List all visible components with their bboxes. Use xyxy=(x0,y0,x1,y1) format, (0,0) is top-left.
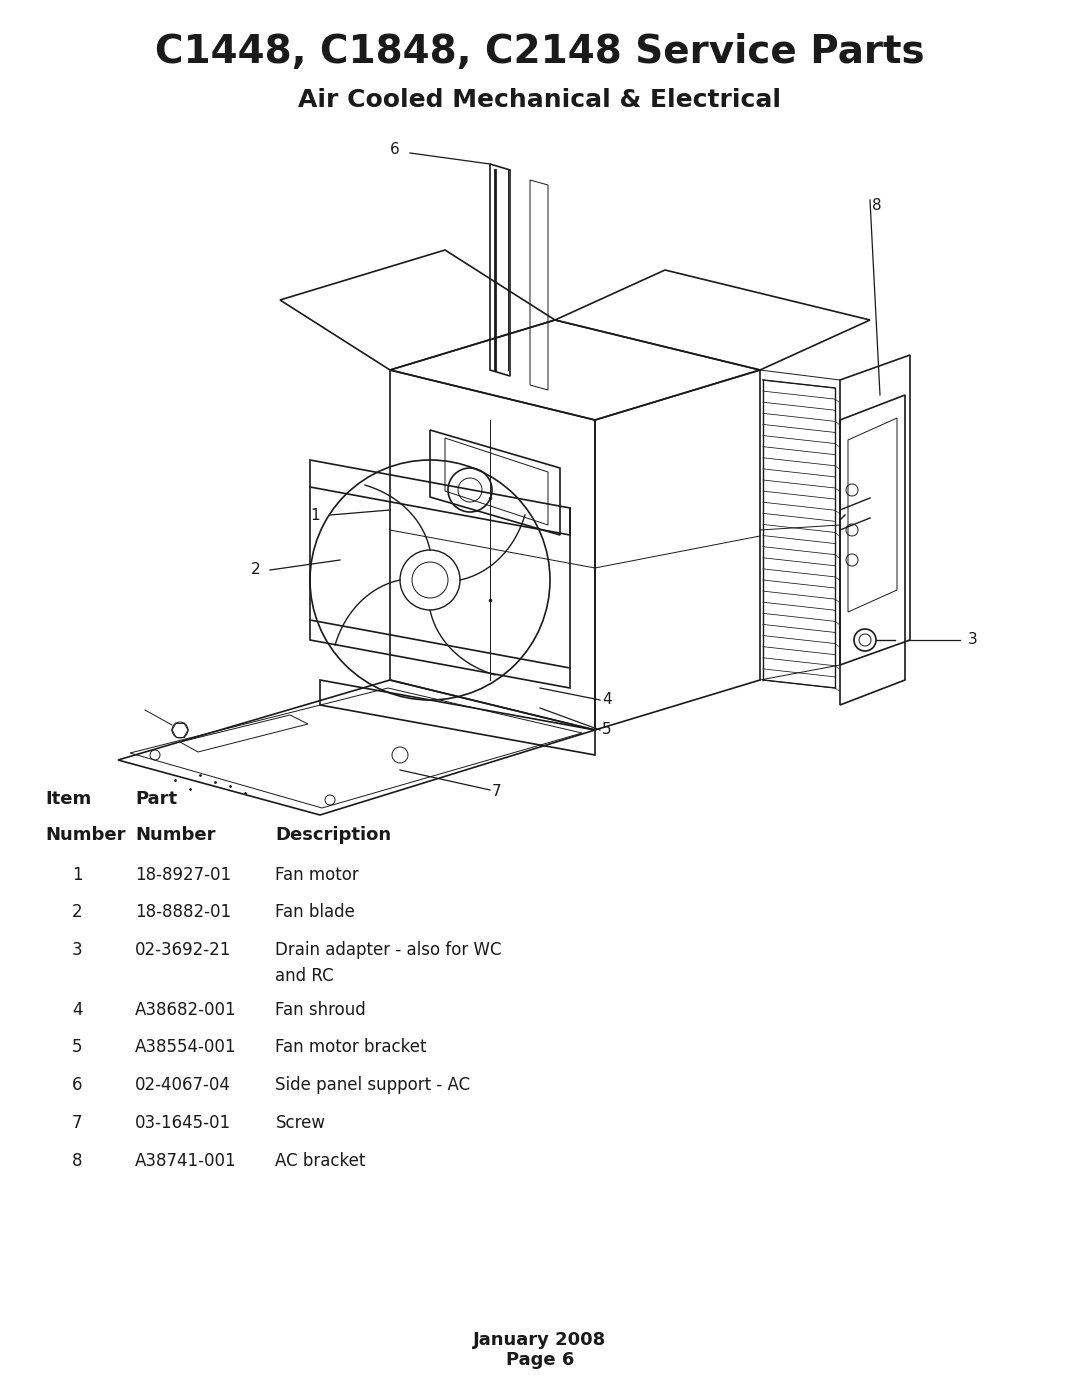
Text: C1448, C1848, C2148 Service Parts: C1448, C1848, C2148 Service Parts xyxy=(156,34,924,71)
Text: AC bracket: AC bracket xyxy=(275,1151,366,1169)
Text: A38554-001: A38554-001 xyxy=(135,1038,237,1056)
Text: Fan blade: Fan blade xyxy=(275,904,355,922)
Text: 3: 3 xyxy=(968,633,977,647)
Text: Item: Item xyxy=(45,789,92,807)
Text: 18-8882-01: 18-8882-01 xyxy=(135,904,231,922)
Text: 2: 2 xyxy=(72,904,83,922)
Text: A38682-001: A38682-001 xyxy=(135,1000,237,1018)
Text: Fan motor bracket: Fan motor bracket xyxy=(275,1038,427,1056)
Text: Description: Description xyxy=(275,826,392,844)
Text: 4: 4 xyxy=(602,693,611,707)
Text: 2: 2 xyxy=(251,563,260,577)
Text: 7: 7 xyxy=(492,785,501,799)
Text: Fan motor: Fan motor xyxy=(275,866,360,883)
Text: 5: 5 xyxy=(72,1038,82,1056)
Text: 8: 8 xyxy=(72,1151,82,1169)
Text: Part: Part xyxy=(135,789,177,807)
Text: Side panel support - AC: Side panel support - AC xyxy=(275,1076,471,1094)
Text: 3: 3 xyxy=(72,942,83,960)
Text: 8: 8 xyxy=(872,198,881,212)
Text: 6: 6 xyxy=(390,142,400,158)
Text: and RC: and RC xyxy=(275,967,334,985)
Text: Number: Number xyxy=(45,826,126,844)
Text: Screw: Screw xyxy=(275,1113,325,1132)
Text: A38741-001: A38741-001 xyxy=(135,1151,237,1169)
Text: 6: 6 xyxy=(72,1076,82,1094)
Text: 7: 7 xyxy=(72,1113,82,1132)
Text: 02-4067-04: 02-4067-04 xyxy=(135,1076,231,1094)
Text: 02-3692-21: 02-3692-21 xyxy=(135,942,231,960)
Text: 5: 5 xyxy=(602,722,611,738)
Text: 4: 4 xyxy=(72,1000,82,1018)
Text: January 2008: January 2008 xyxy=(473,1331,607,1350)
Text: Number: Number xyxy=(135,826,216,844)
Text: Fan shroud: Fan shroud xyxy=(275,1000,366,1018)
Text: 18-8927-01: 18-8927-01 xyxy=(135,866,231,883)
Text: 1: 1 xyxy=(72,866,83,883)
Text: Air Cooled Mechanical & Electrical: Air Cooled Mechanical & Electrical xyxy=(298,88,782,112)
Text: Drain adapter - also for WC: Drain adapter - also for WC xyxy=(275,942,502,960)
Text: 03-1645-01: 03-1645-01 xyxy=(135,1113,231,1132)
Text: Page 6: Page 6 xyxy=(505,1351,575,1369)
Text: 1: 1 xyxy=(310,507,320,522)
